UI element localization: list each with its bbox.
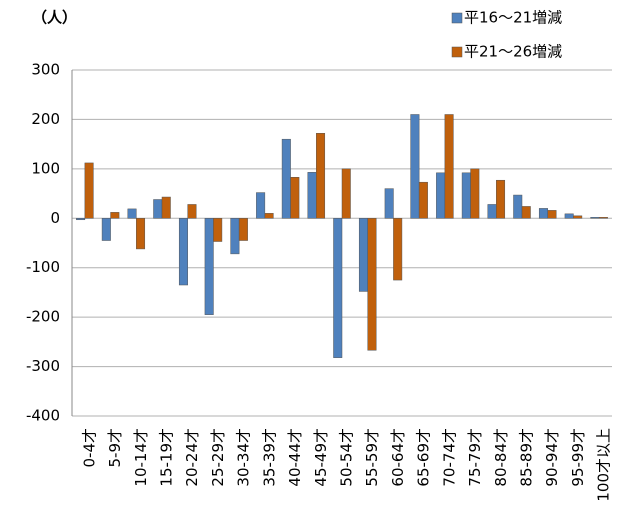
- legend-swatch: [451, 12, 463, 24]
- x-tick-label: 70-74才: [440, 428, 458, 487]
- bar: [264, 213, 274, 219]
- y-tick-label: 300: [31, 61, 60, 79]
- y-tick-label: 0: [50, 209, 60, 227]
- bar: [573, 215, 583, 219]
- x-tick-label: 25-29才: [209, 428, 227, 487]
- bar: [204, 218, 214, 315]
- bar: [256, 192, 266, 219]
- bar: [153, 199, 163, 219]
- bar: [598, 217, 608, 219]
- bar: [538, 208, 548, 219]
- bar: [496, 179, 506, 219]
- bar: [547, 210, 557, 219]
- bar: [161, 196, 171, 219]
- bar: [461, 172, 471, 219]
- y-tick-label: -100: [26, 258, 60, 276]
- y-tick-label: 100: [31, 159, 60, 177]
- x-tick-label: 60-64才: [389, 428, 407, 487]
- bar: [487, 204, 497, 219]
- bar: [410, 114, 420, 219]
- y-tick-label: 200: [31, 110, 60, 128]
- bar: [590, 217, 600, 219]
- x-tick-label: 30-34才: [235, 428, 253, 487]
- x-tick-label: 90-94才: [543, 428, 561, 487]
- bar: [384, 188, 394, 219]
- y-tick-label: -400: [26, 407, 60, 425]
- y-tick-label: -200: [26, 308, 60, 326]
- x-tick-label: 10-14才: [132, 428, 150, 487]
- bar: [358, 218, 368, 292]
- x-tick-label: 50-54才: [338, 428, 356, 487]
- y-tick-label: -300: [26, 357, 60, 375]
- bar: [444, 114, 454, 219]
- bar: [238, 218, 248, 241]
- bar: [333, 218, 343, 358]
- x-tick-label: 95-99才: [569, 428, 587, 487]
- x-tick-label: 0-4才: [80, 428, 98, 468]
- legend-label: 平16～21増減: [464, 9, 562, 27]
- x-tick-label: 5-9才: [106, 428, 124, 468]
- bar: [470, 168, 480, 219]
- bar: [213, 218, 223, 242]
- bar: [110, 212, 120, 219]
- bar: [307, 172, 317, 219]
- bar: [230, 218, 240, 255]
- bar: [521, 206, 531, 219]
- legend-label: 平21～26増減: [464, 43, 562, 61]
- bar: [436, 172, 446, 219]
- bar: [513, 194, 523, 219]
- bar: [101, 218, 111, 241]
- bar: [76, 218, 86, 221]
- x-tick-label: 55-59才: [363, 428, 381, 487]
- bar: [367, 218, 377, 351]
- bar: [290, 177, 300, 219]
- bar: [418, 181, 428, 219]
- legend-swatch: [451, 46, 463, 58]
- bar: [564, 213, 574, 219]
- bar: [84, 162, 94, 219]
- bar: [393, 218, 403, 281]
- x-tick-label: 40-44才: [286, 428, 304, 487]
- x-tick-label: 75-79才: [466, 428, 484, 487]
- bar: [316, 133, 326, 219]
- y-axis-label: （人）: [32, 9, 77, 27]
- bar: [341, 168, 351, 219]
- x-tick-label: 80-84才: [492, 428, 510, 487]
- bar: [178, 218, 188, 286]
- bar: [136, 218, 146, 250]
- x-tick-label: 65-69才: [415, 428, 433, 487]
- bar: [127, 208, 137, 219]
- bar: [187, 204, 197, 219]
- x-tick-label: 85-89才: [518, 428, 536, 487]
- x-tick-label: 20-24才: [183, 428, 201, 487]
- x-tick-label: 45-49才: [312, 428, 330, 487]
- x-tick-label: 100才以上: [595, 428, 613, 502]
- bar: [281, 138, 291, 219]
- x-tick-label: 35-39才: [260, 428, 278, 487]
- x-tick-label: 15-19才: [158, 428, 176, 487]
